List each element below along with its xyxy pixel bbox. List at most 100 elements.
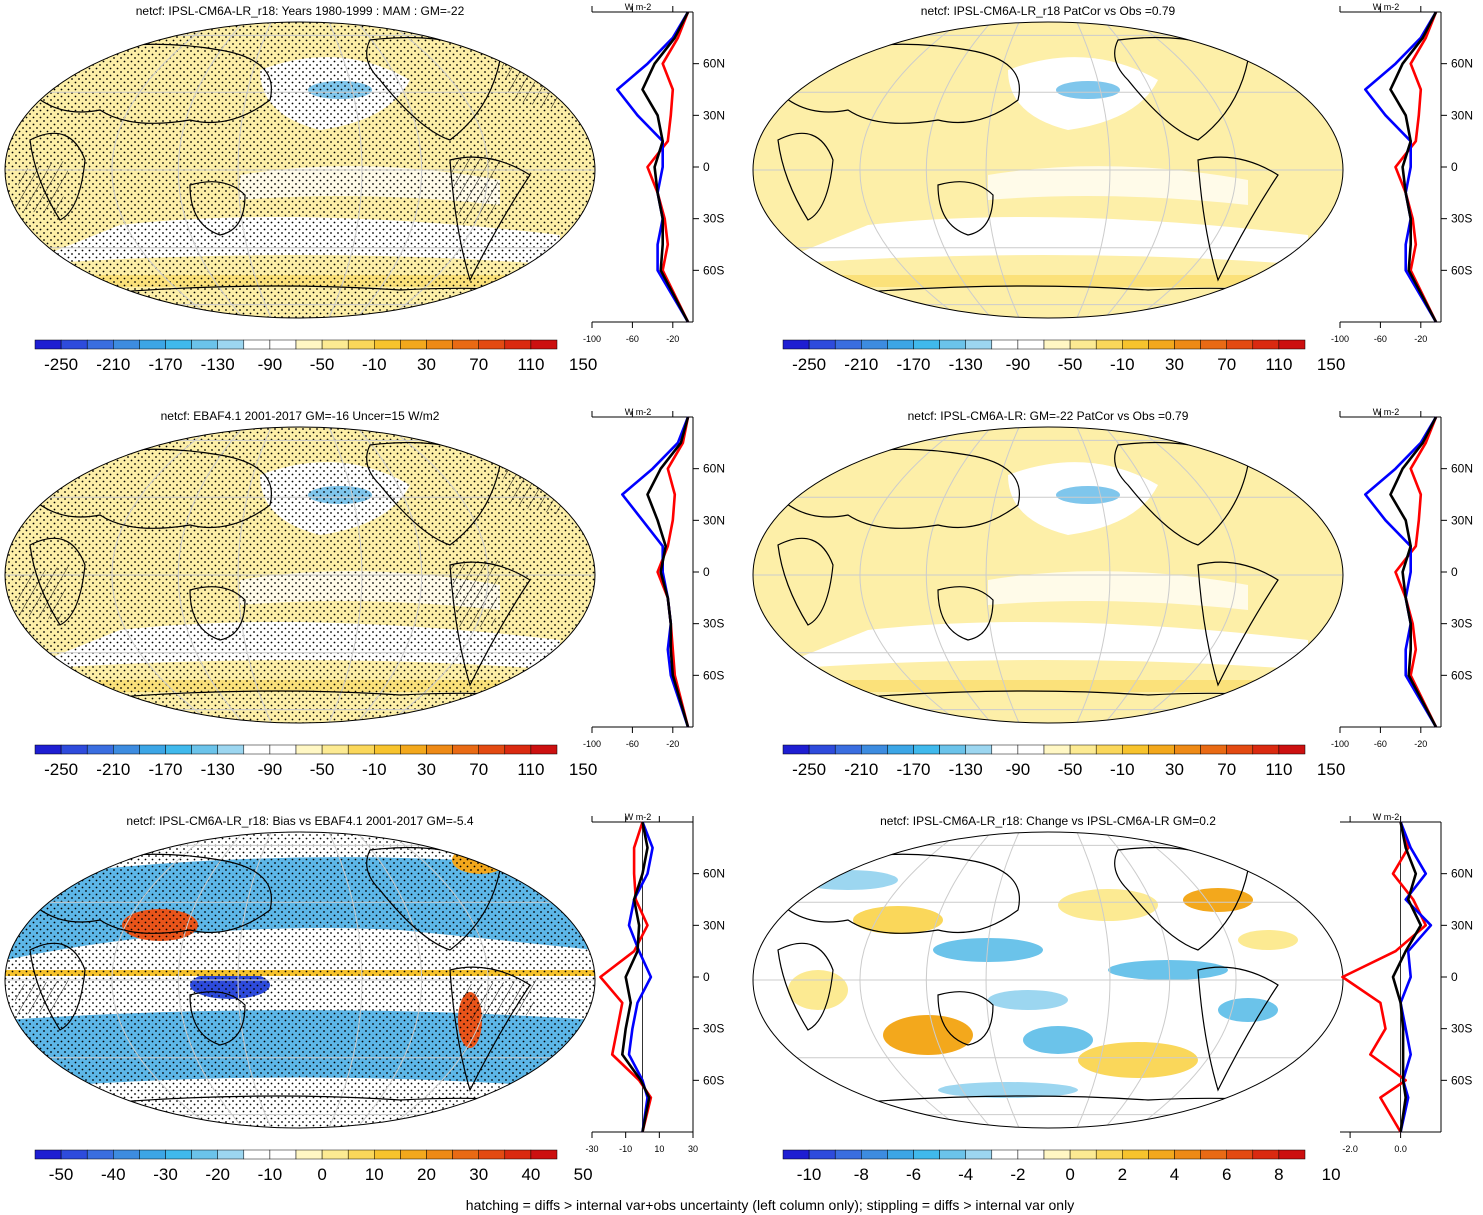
colorbar-label: 6 bbox=[1222, 1165, 1231, 1184]
colorbar-swatch bbox=[60, 339, 88, 350]
zonal-lat-label: 0 bbox=[703, 565, 710, 579]
colorbar-swatch bbox=[939, 1149, 966, 1160]
low-cloud-region bbox=[988, 571, 1248, 610]
zonal-unit-label: W m-2 bbox=[625, 812, 652, 822]
colorbar-label: 10 bbox=[365, 1165, 384, 1184]
colorbar-label: -10 bbox=[1110, 355, 1135, 374]
anomaly-region bbox=[1058, 889, 1158, 921]
zonal-xtick-label: -30 bbox=[585, 1144, 598, 1154]
colorbar-label: 2 bbox=[1118, 1165, 1127, 1184]
zonal-lat-label: 0 bbox=[1451, 160, 1458, 174]
colorbar-swatch bbox=[1122, 1149, 1149, 1160]
colorbar-label: -210 bbox=[844, 355, 878, 374]
colorbar-label: 30 bbox=[417, 760, 436, 779]
longitude-line bbox=[111, 832, 213, 1128]
colorbar-swatch bbox=[913, 744, 940, 755]
zonal-lat-label: 0 bbox=[703, 160, 710, 174]
continent-outline bbox=[1197, 561, 1279, 687]
zonal-xtick-label: -100 bbox=[1331, 739, 1349, 749]
colorbar-label: 110 bbox=[1265, 760, 1292, 779]
colorbar-swatch bbox=[113, 744, 140, 755]
colorbar-swatch bbox=[34, 744, 62, 755]
zonal-line-black bbox=[1389, 416, 1438, 728]
zonal-lat-label: 30S bbox=[1451, 212, 1472, 226]
world-map bbox=[752, 426, 1344, 724]
zonal-lat-label: 30S bbox=[703, 617, 724, 631]
colorbar-swatch bbox=[295, 339, 323, 350]
hatching bbox=[450, 560, 500, 630]
colorbar-label: -20 bbox=[205, 1165, 230, 1184]
colorbar-swatch bbox=[834, 339, 862, 350]
world-map bbox=[4, 426, 596, 724]
colorbar-swatch bbox=[861, 339, 888, 350]
panel-1: netcf: IPSL-CM6A-LR_r18: Years 1980-1999… bbox=[4, 2, 725, 374]
colorbar-swatch bbox=[113, 1149, 140, 1160]
zonal-mean-plot: -100 -60 -20 W m-2 60N 30N 0 30S 60S bbox=[1331, 2, 1473, 344]
longitude-line bbox=[177, 427, 244, 723]
zonal-lat-label: 30N bbox=[703, 918, 725, 932]
longitude-line bbox=[1104, 832, 1171, 1128]
zonal-line-red bbox=[1341, 821, 1428, 1133]
zonal-unit-label: W m-2 bbox=[625, 407, 652, 417]
anomaly-region bbox=[788, 970, 848, 1010]
panel-4: netcf: IPSL-CM6A-LR: GM=-22 PatCor vs Ob… bbox=[752, 407, 1473, 779]
colorbar-swatch bbox=[939, 339, 966, 350]
longitude-line bbox=[328, 832, 363, 1128]
colorbar-swatch bbox=[939, 744, 966, 755]
colorbar-swatch bbox=[217, 1149, 245, 1160]
zonal-xtick-label: -60 bbox=[1374, 739, 1387, 749]
colorbar-swatch bbox=[400, 339, 427, 350]
anomaly-region bbox=[1078, 1042, 1198, 1078]
colorbar-label: -10 bbox=[258, 1165, 283, 1184]
longitude-line bbox=[925, 22, 992, 318]
zonal-unit-label: W m-2 bbox=[1373, 812, 1400, 822]
colorbar-swatch bbox=[808, 339, 836, 350]
zonal-xtick-label: -2.0 bbox=[1342, 1144, 1358, 1154]
colorbar-swatch bbox=[478, 1149, 506, 1160]
colorbar-swatch bbox=[295, 1149, 323, 1160]
longitude-line bbox=[859, 22, 961, 318]
colorbar-swatch bbox=[1095, 1149, 1123, 1160]
colorbar-swatch bbox=[165, 1149, 192, 1160]
zonal-lat-label: 30S bbox=[1451, 1022, 1472, 1036]
zonal-lat-label: 30N bbox=[1451, 513, 1473, 527]
colorbar-label: -90 bbox=[1006, 760, 1031, 779]
colorbar-swatch bbox=[1200, 339, 1227, 350]
colorbar-label: -30 bbox=[153, 1165, 178, 1184]
zonal-unit-label: W m-2 bbox=[1373, 2, 1400, 12]
colorbar-label: -50 bbox=[1058, 355, 1083, 374]
zonal-lat-label: 30S bbox=[1451, 617, 1472, 631]
world-map bbox=[752, 21, 1344, 319]
anomaly-region bbox=[1023, 1026, 1093, 1054]
low-cloud-region bbox=[768, 217, 1308, 265]
graticule bbox=[753, 22, 1343, 318]
panel-2: netcf: IPSL-CM6A-LR_r18 PatCor vs Obs =0… bbox=[752, 2, 1473, 374]
storm-track-band bbox=[753, 680, 1343, 692]
colorbar: -50 -40 -30 -20 -10 0 10 20 30 40 50 bbox=[34, 1149, 593, 1184]
continent-outline bbox=[937, 991, 994, 1046]
colorbar-label: -8 bbox=[854, 1165, 869, 1184]
colorbar-swatch bbox=[113, 339, 140, 350]
colorbar-label: -10 bbox=[362, 760, 387, 779]
low-cloud-region bbox=[768, 622, 1308, 670]
colorbar-swatch bbox=[861, 1149, 888, 1160]
continent-outline bbox=[449, 561, 531, 687]
continent-outline bbox=[29, 537, 86, 626]
longitude-line bbox=[985, 427, 1020, 723]
colorbar-swatch bbox=[1095, 339, 1123, 350]
zonal-mean-plot: -100 -60 -20 W m-2 60N 30N 0 30S 60S bbox=[583, 407, 725, 749]
longitude-line bbox=[237, 22, 272, 318]
continent-outline bbox=[189, 586, 246, 641]
colorbar-swatch bbox=[1278, 339, 1306, 350]
colorbar-swatch bbox=[321, 744, 349, 755]
colorbar-swatch bbox=[1069, 744, 1097, 755]
colorbar-swatch bbox=[504, 744, 532, 755]
colorbar-swatch bbox=[191, 744, 218, 755]
longitude-line bbox=[1135, 832, 1237, 1128]
longitude-line bbox=[237, 427, 272, 723]
panel-title: netcf: IPSL-CM6A-LR_r18: Bias vs EBAF4.1… bbox=[126, 814, 473, 828]
colorbar-label: -170 bbox=[148, 760, 182, 779]
zonal-xtick-label: 10 bbox=[654, 1144, 664, 1154]
longitude-line bbox=[859, 427, 961, 723]
